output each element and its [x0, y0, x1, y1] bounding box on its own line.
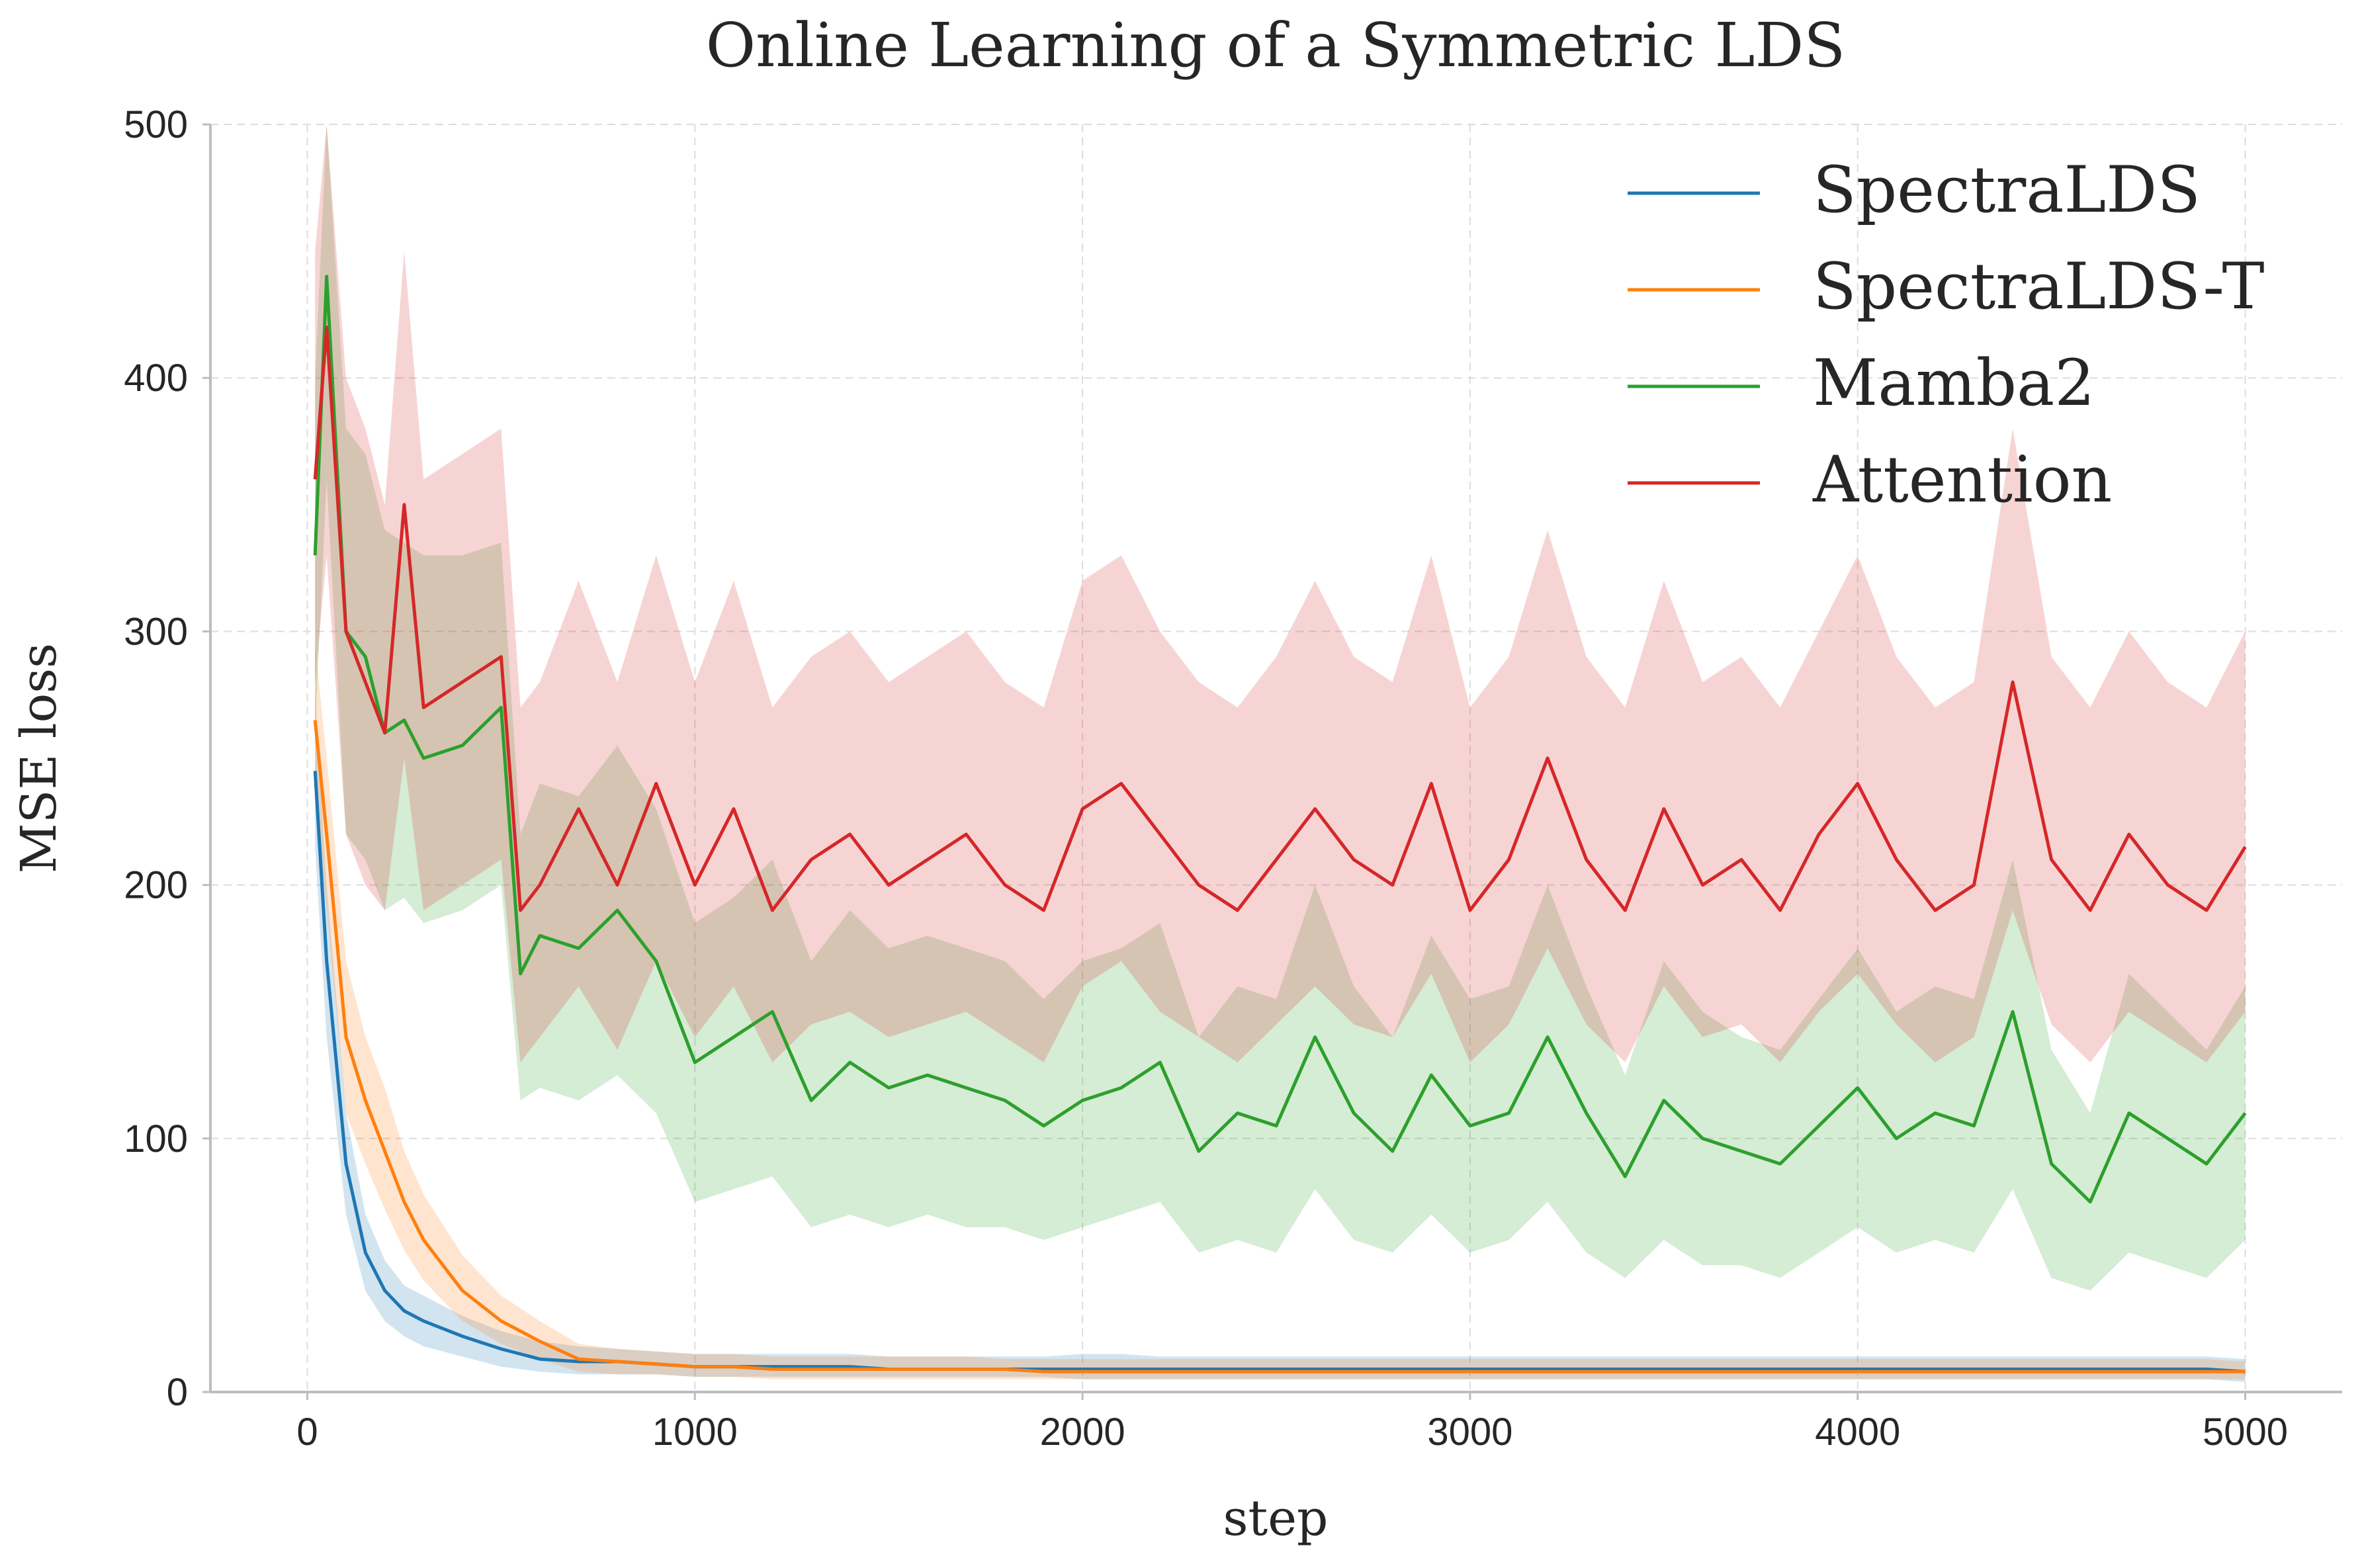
- y-ticks: 0 100 200 300 400 500: [124, 103, 210, 1414]
- x-axis-label: step: [1223, 1490, 1329, 1547]
- chart-title: Online Learning of a Symmetric LDS: [706, 10, 1846, 81]
- y-tick-label: 300: [124, 610, 188, 653]
- y-tick-label: 100: [124, 1117, 188, 1160]
- series-lines: [313, 275, 2247, 1373]
- x-tick-label: 4000: [1815, 1411, 1900, 1454]
- legend-label-spectralds: SpectraLDS: [1813, 153, 2201, 227]
- y-tick-label: 400: [124, 357, 188, 400]
- x-ticks: 0 1000 2000 3000 4000 5000: [296, 1392, 2288, 1454]
- spectralds-t-band: [315, 644, 2246, 1379]
- spectralds-line: [313, 771, 2246, 1373]
- y-axis-label: MSE loss: [11, 643, 67, 873]
- legend-label-spectralds-t: SpectraLDS-T: [1813, 249, 2265, 324]
- x-tick-label: 3000: [1427, 1411, 1512, 1454]
- y-tick-label: 0: [167, 1371, 188, 1414]
- y-tick-label: 200: [124, 864, 188, 907]
- attention-band: [315, 124, 2246, 1063]
- x-tick-label: 1000: [652, 1411, 738, 1454]
- x-tick-label: 2000: [1040, 1411, 1125, 1454]
- y-tick-label: 500: [124, 103, 188, 146]
- x-tick-label: 0: [296, 1411, 318, 1454]
- x-tick-label: 5000: [2203, 1411, 2288, 1454]
- spectralds-t-line: [313, 720, 2246, 1373]
- mamba2-band: [315, 124, 2246, 1291]
- legend: SpectraLDS SpectraLDS-T Mamba2 Attention: [1628, 153, 2265, 517]
- legend-label-mamba2: Mamba2: [1813, 346, 2095, 420]
- confidence-bands: [315, 124, 2246, 1382]
- attention-line: [313, 326, 2247, 912]
- mamba2-line: [313, 275, 2247, 1204]
- legend-label-attention: Attention: [1812, 443, 2112, 517]
